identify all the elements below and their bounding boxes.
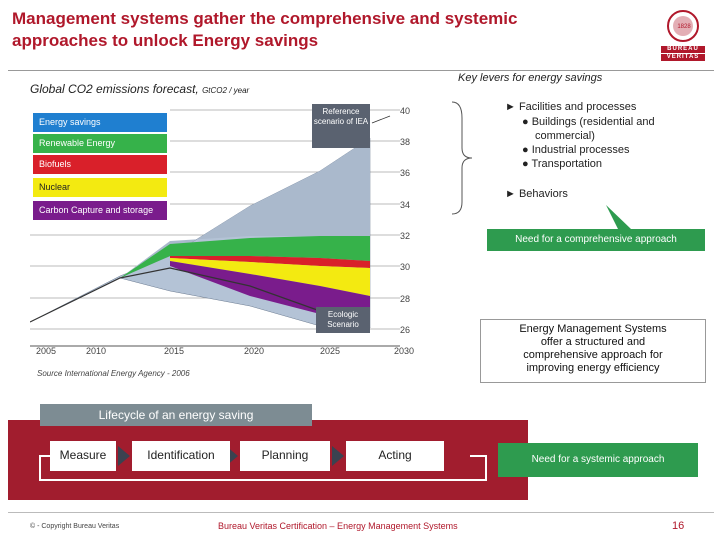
x-tick: 2025: [320, 346, 341, 356]
lever-transportation: ● Transportation: [522, 158, 603, 170]
reference-scenario-label: Reference scenario of IEA: [312, 104, 370, 148]
nuclear-wedge: [170, 258, 370, 296]
lever-behaviors: ► Behaviors: [505, 188, 568, 200]
x-tick: 2005: [36, 346, 57, 356]
step-acting: Acting: [346, 441, 444, 471]
legend-biofuels: Biofuels: [33, 155, 167, 174]
y-tick: 38: [400, 137, 411, 147]
need-comprehensive-callout: Need for a comprehensive approach: [487, 229, 705, 251]
step-planning: Planning: [240, 441, 330, 471]
lever-buildings: ● Buildings (residential and: [522, 116, 655, 128]
legend-carbon-capture: Carbon Capture and storage: [33, 201, 167, 220]
y-tick: 40: [400, 106, 411, 116]
x-tick: 2015: [164, 346, 185, 356]
renewable-wedge: [120, 236, 370, 278]
page-number: 16: [672, 520, 685, 532]
bureau-veritas-logo: [655, 8, 711, 62]
lifecycle-title: Lifecycle of an energy saving: [40, 404, 312, 426]
y-tick: 32: [400, 231, 411, 241]
footer-divider: [8, 512, 714, 513]
footer-center-text: Bureau Veritas Certification – Energy Ma…: [218, 521, 458, 531]
lever-facilities: ► Facilities and processes: [505, 101, 637, 113]
ecologic-scenario-label: Ecologic Scenario: [316, 307, 370, 333]
x-tick: 2010: [86, 346, 107, 356]
x-tick: 2030: [394, 346, 415, 356]
logo-text-veritas: VERITAS: [666, 54, 700, 60]
y-tick: 36: [400, 168, 411, 178]
need-systemic-callout: Need for a systemic approach: [498, 443, 698, 477]
y-tick: 26: [400, 325, 411, 335]
biofuels-wedge: [170, 256, 370, 268]
energy-savings-wedge: [120, 138, 370, 278]
footer-copyright: © - Copyright Bureau Veritas: [30, 523, 120, 530]
logo-text-bureau: BUREAU: [667, 46, 699, 52]
lever-industrial: ● Industrial processes: [522, 144, 630, 156]
levers-brace: [451, 101, 473, 215]
step-measure: Measure: [50, 441, 116, 471]
y-tick: 34: [400, 200, 411, 210]
legend-nuclear: Nuclear: [33, 178, 167, 197]
chart-title: Global CO2 emissions forecast, GtCO2 / y…: [30, 82, 250, 96]
chart-unit: GtCO2 / year: [202, 86, 250, 95]
legend-renewable-energy: Renewable Energy: [33, 134, 167, 153]
ems-callout: Energy Management Systems offer a struct…: [480, 319, 706, 383]
levers-title: Key levers for energy savings: [458, 72, 603, 84]
x-tick: 2020: [244, 346, 265, 356]
y-tick: 28: [400, 294, 411, 304]
bubble-pointer: [606, 205, 631, 229]
legend-energy-savings: Energy savings: [33, 113, 167, 132]
title-divider: [8, 70, 714, 71]
y-tick: 30: [400, 262, 411, 272]
slide-title: Management systems gather the comprehens…: [12, 9, 518, 50]
step-identification: Identification: [132, 441, 230, 471]
chart-source: Source International Energy Agency - 200…: [37, 369, 190, 378]
logo-seal-year: 1828: [677, 24, 691, 30]
lever-buildings-cont: commercial): [535, 130, 595, 142]
